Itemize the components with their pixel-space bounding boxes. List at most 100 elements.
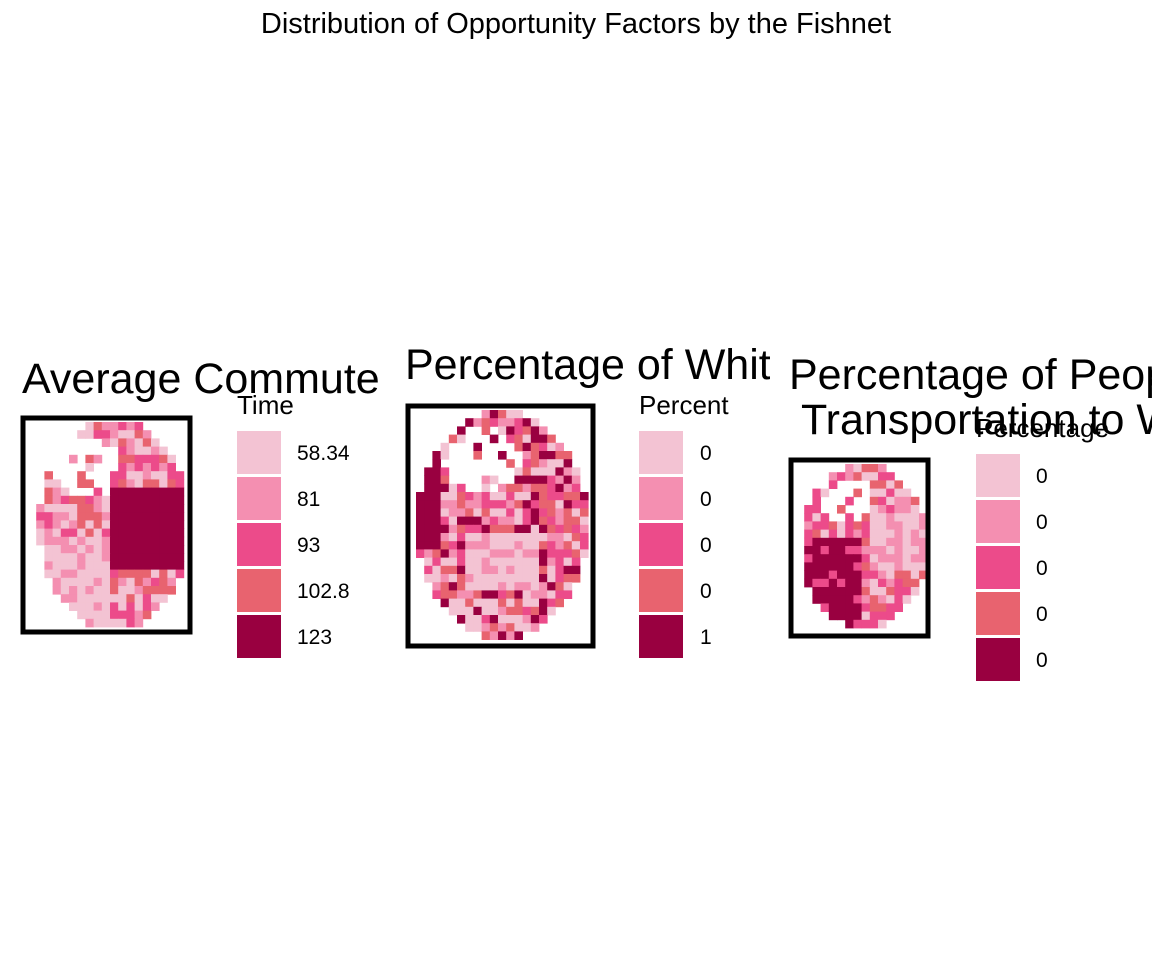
fishnet-cell	[101, 569, 111, 579]
fishnet-cell	[489, 557, 499, 567]
fishnet-cell	[134, 454, 144, 464]
fishnet-cell	[837, 595, 846, 604]
fishnet-cell	[812, 587, 821, 596]
fishnet-cell	[465, 557, 474, 567]
fishnet-cell	[506, 516, 515, 526]
fishnet-cell	[828, 521, 838, 530]
fishnet-cell	[465, 524, 474, 534]
fishnet-cell	[159, 495, 168, 505]
fishnet-cell	[530, 467, 540, 476]
fishnet-cell	[539, 606, 548, 616]
fishnet-cell	[506, 590, 515, 599]
fishnet-cell	[910, 554, 920, 563]
fishnet-cell	[563, 533, 573, 542]
fishnet-cell	[85, 545, 94, 554]
fishnet-cell	[52, 504, 62, 513]
fishnet-cell	[845, 578, 854, 588]
fishnet-cell	[126, 479, 135, 488]
fishnet-cell	[539, 451, 548, 460]
fishnet-cell	[142, 569, 152, 579]
legend-swatch	[237, 477, 281, 520]
fishnet-cell	[555, 500, 564, 509]
fishnet-cell	[522, 557, 532, 567]
fishnet-cell	[457, 574, 466, 583]
fishnet-cell	[820, 529, 830, 539]
fishnet-cell	[93, 528, 103, 538]
fishnet-cell	[93, 520, 103, 529]
fishnet-cell	[85, 610, 94, 620]
fishnet-cell	[910, 496, 920, 506]
fishnet-cell	[530, 500, 540, 509]
fishnet-cell	[514, 549, 523, 558]
fishnet-cell	[506, 426, 515, 435]
fishnet-cell	[159, 463, 168, 472]
fishnet-cell	[539, 508, 548, 517]
fishnet-cell	[514, 615, 523, 624]
fishnet-cell	[514, 524, 523, 534]
fishnet-cell	[465, 565, 474, 575]
fishnet-cell	[481, 631, 491, 640]
fishnet-cell	[142, 471, 152, 480]
fishnet-cell	[853, 546, 862, 555]
fishnet-cell	[118, 618, 127, 628]
fishnet-cell	[167, 586, 176, 595]
fishnet-cell	[473, 623, 482, 632]
fishnet-cell	[555, 475, 564, 485]
fishnet-cell	[481, 582, 491, 591]
fishnet-cell	[563, 557, 573, 567]
fishnet-cell	[539, 615, 548, 624]
fishnet-cell	[498, 426, 507, 435]
fishnet-cell	[837, 578, 846, 588]
legend-label: 93	[297, 534, 320, 557]
fishnet-cell	[580, 549, 589, 558]
fishnet-cell	[506, 598, 515, 608]
fishnet-cell	[134, 602, 144, 611]
fishnet-cell	[159, 471, 168, 480]
fishnet-cell	[539, 598, 548, 608]
fishnet-cell	[440, 467, 450, 476]
fishnet-cell	[828, 562, 838, 571]
fishnet-cell	[77, 561, 86, 570]
fishnet-cell	[159, 479, 168, 488]
fishnet-cell	[110, 553, 119, 562]
fishnet-cell	[151, 495, 160, 505]
fishnet-cell	[522, 418, 532, 427]
fishnet-cell	[514, 500, 523, 509]
fishnet-cell	[52, 577, 62, 587]
fishnet-cell	[571, 533, 581, 542]
fishnet-cell	[837, 611, 846, 621]
fishnet-cell	[159, 487, 168, 497]
fishnet-cell	[457, 483, 466, 493]
fishnet-cell	[853, 521, 862, 530]
fishnet-cell	[159, 528, 168, 538]
fishnet-cell	[151, 569, 160, 579]
fishnet-cell	[555, 451, 564, 460]
fishnet-cell	[126, 561, 135, 570]
fishnet-cell	[894, 480, 903, 489]
fishnet-cell	[571, 565, 581, 575]
fishnet-cell	[894, 587, 903, 596]
fishnet-cell	[432, 541, 441, 550]
fishnet-cell	[473, 590, 482, 599]
fishnet-cell	[902, 554, 912, 563]
fishnet-cell	[506, 549, 515, 558]
fishnet-cell	[126, 528, 135, 538]
fishnet-cell	[465, 623, 474, 632]
fishnet-cell	[60, 594, 70, 603]
fishnet-cell	[60, 586, 70, 595]
fishnet-cell	[77, 586, 86, 595]
fishnet-cell	[506, 565, 515, 575]
fishnet-cell	[52, 561, 62, 570]
fishnet-cell	[878, 595, 887, 604]
fishnet-cell	[93, 487, 103, 497]
fishnet-cell	[52, 569, 62, 579]
fishnet-cell	[167, 528, 176, 538]
fishnet-cell	[473, 574, 482, 583]
fishnet-cell	[167, 512, 176, 521]
fishnet-cell	[424, 533, 433, 542]
fishnet-cell	[481, 565, 491, 575]
fishnet-cell	[85, 577, 94, 587]
fishnet-cell	[522, 582, 532, 591]
fishnet-cell	[539, 483, 548, 493]
fishnet-cell	[514, 623, 523, 632]
